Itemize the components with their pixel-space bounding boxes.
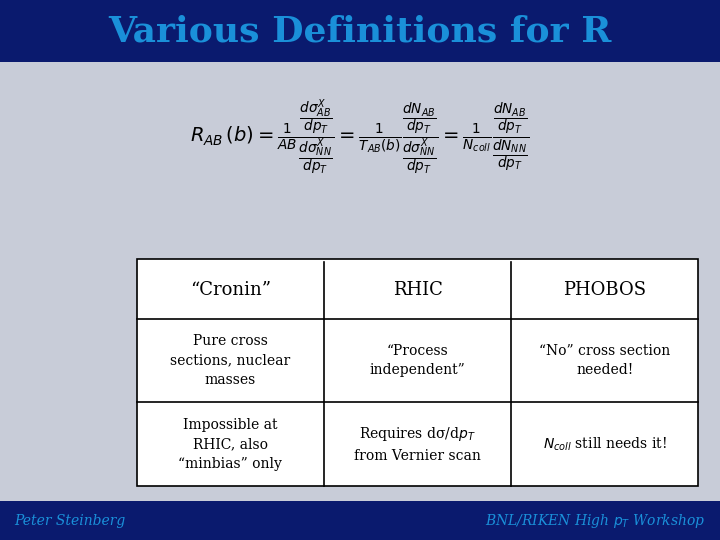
- Text: PHOBOS: PHOBOS: [563, 281, 647, 299]
- Text: Pure cross
sections, nuclear
masses: Pure cross sections, nuclear masses: [170, 334, 291, 387]
- Text: Peter Steinberg: Peter Steinberg: [14, 514, 126, 528]
- Bar: [137, 259, 698, 486]
- Text: BNL/RIKEN High $p_T$ Workshop: BNL/RIKEN High $p_T$ Workshop: [485, 511, 706, 530]
- Text: Various Definitions for R: Various Definitions for R: [108, 14, 612, 48]
- Bar: [137, 259, 698, 486]
- Text: “Process
independent”: “Process independent”: [370, 343, 465, 377]
- Text: $R_{AB}\,(b) = \frac{1}{AB}\frac{\dfrac{d\sigma^{X}_{AB}}{dp_{T}}}{\dfrac{d\sigm: $R_{AB}\,(b) = \frac{1}{AB}\frac{\dfrac{…: [190, 98, 530, 178]
- Text: Requires dσ/d$p_T$
from Vernier scan: Requires dσ/d$p_T$ from Vernier scan: [354, 426, 481, 463]
- Text: Impossible at
RHIC, also
“minbias” only: Impossible at RHIC, also “minbias” only: [179, 417, 282, 471]
- Text: “Cronin”: “Cronin”: [190, 281, 271, 299]
- Text: RHIC: RHIC: [392, 281, 443, 299]
- Text: $N_{coll}$ still needs it!: $N_{coll}$ still needs it!: [543, 435, 667, 453]
- Bar: [0, 501, 720, 540]
- Bar: [0, 0, 720, 62]
- Text: “No” cross section
needed!: “No” cross section needed!: [539, 343, 670, 377]
